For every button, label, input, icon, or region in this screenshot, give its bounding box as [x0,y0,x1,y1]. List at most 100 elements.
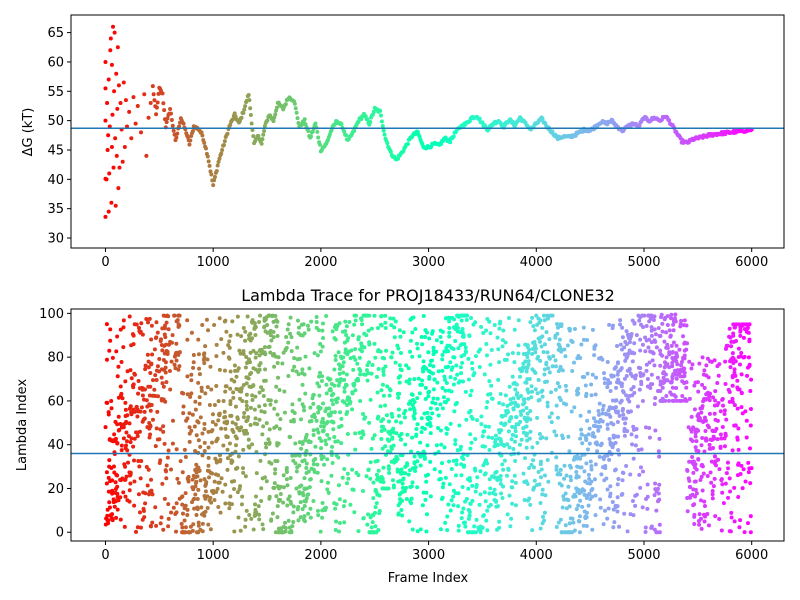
lambda-point [552,429,557,434]
lambda-point [652,493,657,498]
lambda-point [318,341,323,346]
lambda-point [311,462,316,467]
lambda-point [196,380,201,385]
lambda-point [408,317,413,322]
lambda-point [670,398,675,403]
lambda-point [281,485,286,490]
lambda-point [121,436,126,441]
lambda-point [323,409,328,414]
lambda-point [726,495,731,500]
lambda-point [459,318,464,323]
lambda-point [428,424,433,429]
lambda-point [208,495,213,500]
lambda-point [138,476,143,481]
lambda-point [369,371,374,376]
lambda-point [538,501,543,505]
lambda-point [261,394,266,399]
lambda-point [149,323,154,328]
lambda-point [174,358,179,363]
lambda-point [262,410,267,415]
lambda-point [391,485,396,490]
lambda-point [720,490,725,495]
lambda-point [724,471,729,476]
lambda-point [489,396,494,401]
lambda-point [542,372,547,377]
lambda-point [664,355,669,360]
lambda-point [730,400,735,405]
lambda-point [180,390,185,395]
lambda-point [342,467,347,472]
delta-g-point [121,80,126,85]
lambda-point [213,422,218,427]
lambda-point [314,319,319,324]
lambda-point [524,369,529,374]
lambda-point [393,360,398,365]
lambda-point [495,335,500,340]
lambda-point [652,363,657,368]
lambda-point [589,467,594,472]
lambda-point [317,374,322,379]
delta-g-point [225,131,230,136]
lambda-y-tick-label: 40 [47,438,64,453]
lambda-point [748,407,753,411]
lambda-point [735,406,740,411]
lambda-point [453,438,458,443]
lambda-point [586,432,591,437]
lambda-point [408,399,413,404]
lambda-point [730,396,735,401]
lambda-point [564,473,569,478]
delta-g-y-tick-label: 50 [47,114,64,129]
delta-g-point [251,134,256,139]
lambda-point [620,470,625,475]
lambda-point [272,364,277,369]
lambda-point [322,462,327,467]
lambda-point [611,525,616,530]
lambda-point [215,436,220,441]
lambda-point [447,330,452,335]
delta-g-point [175,131,180,136]
lambda-point [252,421,257,426]
lambda-point [590,527,595,532]
lambda-point [415,529,420,534]
lambda-point [134,322,139,327]
lambda-point [155,409,160,414]
lambda-point [246,437,251,442]
lambda-point [289,349,294,354]
lambda-point [452,355,457,360]
lambda-point [435,407,440,412]
lambda-point [165,313,170,318]
lambda-point [633,373,638,378]
lambda-point [424,490,429,495]
lambda-point [227,441,232,446]
lambda-point [637,472,642,477]
delta-g-point [150,84,155,89]
lambda-point [299,483,304,488]
lambda-point [623,421,628,426]
lambda-point [299,446,304,451]
lambda-point [253,333,258,338]
lambda-point [489,383,494,388]
lambda-point [377,511,382,516]
lambda-point [645,506,650,511]
lambda-point [386,419,391,424]
lambda-point [253,416,258,421]
lambda-point [142,387,147,392]
lambda-point [197,401,202,406]
lambda-point [296,318,300,323]
lambda-point [542,318,547,323]
lambda-point [700,462,705,467]
lambda-point [474,483,479,488]
lambda-point [198,527,203,532]
lambda-point [532,485,537,490]
lambda-point [182,518,187,523]
lambda-point [748,530,753,535]
lambda-point [673,312,678,317]
lambda-point [616,476,621,481]
lambda-point [151,378,156,383]
lambda-point [273,399,278,404]
lambda-point [217,316,222,321]
lambda-point [630,359,635,364]
lambda-point [624,463,629,468]
lambda-point [290,368,295,373]
